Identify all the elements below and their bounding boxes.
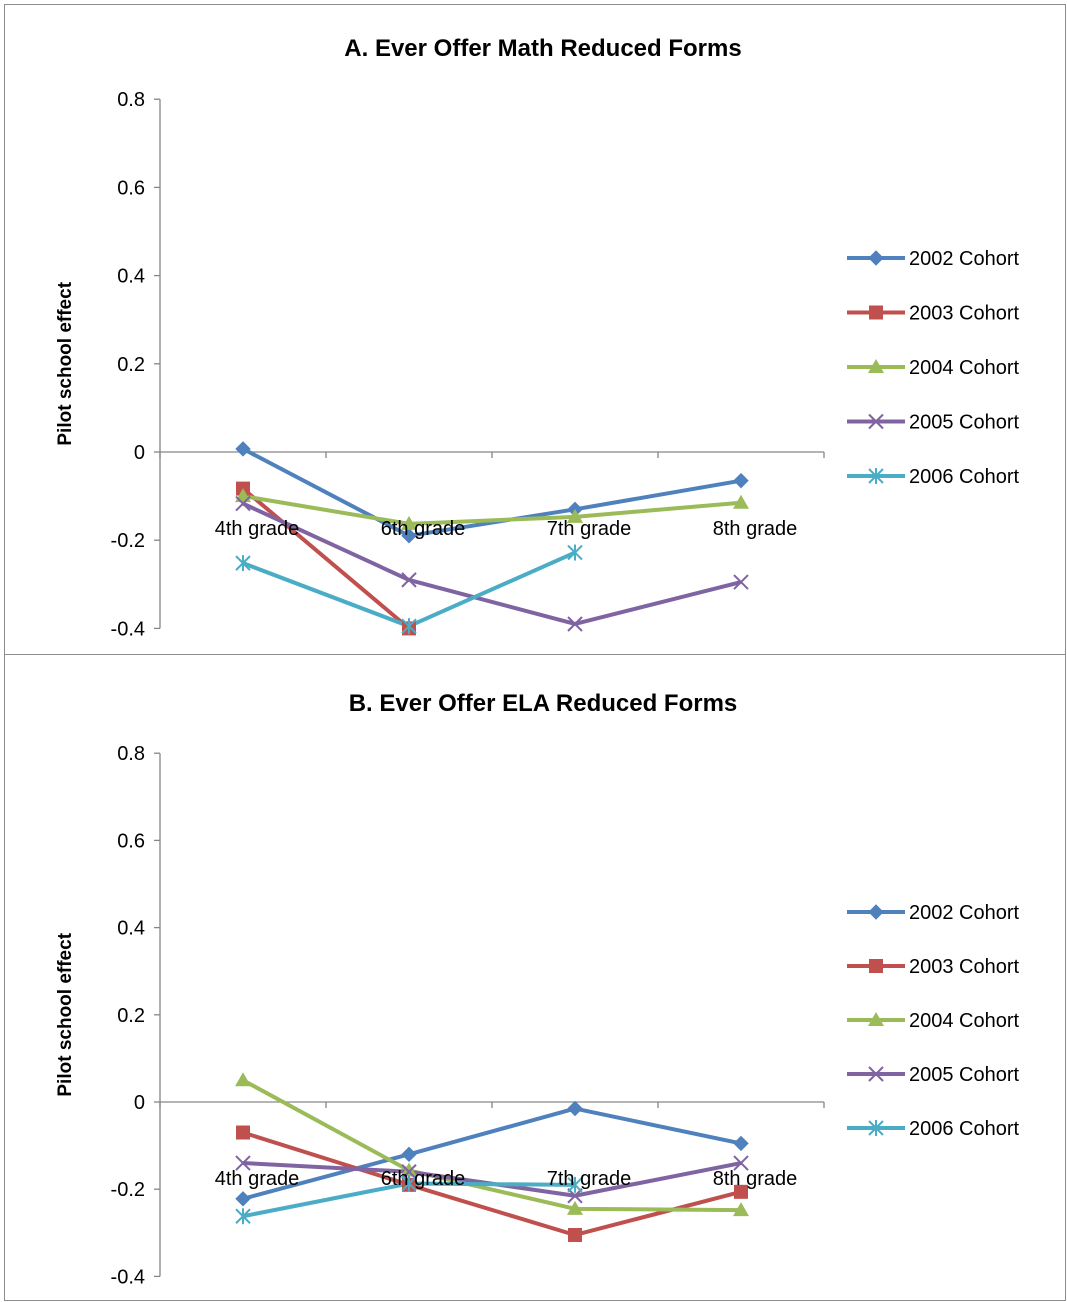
chart-b-point (733, 1202, 749, 1217)
chart-a-point (401, 528, 417, 544)
chart-b-y-tick-label: 0.2 (117, 1005, 145, 1027)
chart-b-y-tick-label: -0.2 (111, 1179, 145, 1201)
chart-b-point (567, 1100, 583, 1117)
chart-a-series-line-3 (242, 501, 742, 626)
chart-a-legend-label: 2002 Cohort (909, 248, 1020, 270)
chart-a-title: A. Ever Offer Math Reduced Forms (344, 35, 741, 62)
chart-b-point (235, 1191, 251, 1207)
chart-b-point (401, 1146, 417, 1163)
chart-b-point (733, 1135, 749, 1152)
chart-a-y-tick-label: 0.4 (117, 266, 145, 288)
chart-b-point (568, 1227, 582, 1242)
chart-b-legend-marker (868, 1012, 884, 1026)
chart-a-point (567, 544, 583, 561)
chart-a-legend-marker (868, 250, 884, 266)
chart-a-x-tick-label: 7th grade (547, 518, 632, 540)
chart-b-x-tick-label: 7th grade (547, 1168, 632, 1190)
chart-b-series-line-0 (242, 1106, 742, 1201)
chart-b-legend-label: 2005 Cohort (909, 1064, 1020, 1086)
chart-b-legend-marker (869, 959, 883, 973)
chart-b-title: B. Ever Offer ELA Reduced Forms (349, 690, 738, 717)
chart-b-legend-label: 2003 Cohort (909, 956, 1020, 978)
chart-b-x-tick-label: 4th grade (215, 1168, 300, 1190)
chart-a-series-line-1 (241, 487, 411, 630)
chart-a-series-line-2 (242, 494, 742, 526)
chart-a-legend-marker (869, 305, 883, 320)
chart-b-y-tick-label: 0.6 (117, 830, 145, 852)
chart-b-series-line-2 (242, 1078, 742, 1213)
chart-b-point (235, 1155, 251, 1171)
chart-b-series-line-1 (242, 1130, 742, 1237)
chart-b-legend-marker (868, 1120, 884, 1136)
chart-b-point (235, 1072, 251, 1087)
chart-a-point (401, 618, 417, 635)
chart-b-point (734, 1184, 748, 1199)
chart-b: B. Ever Offer ELA Reduced Forms Pilot sch… (55, 690, 1020, 1288)
chart-a-point (401, 572, 417, 588)
chart-a-legend: 2002 Cohort 2003 Cohort 2004 Cohort 2005 Co… (847, 248, 1020, 488)
chart-b-legend-marker (868, 1066, 884, 1082)
chart-a-y-tick-label: -0.4 (111, 618, 145, 640)
chart-b-legend: 2002 Cohort 2003 Cohort 2004 Cohort 2005 Co… (847, 902, 1020, 1140)
chart-a-y-tick-label: 0.8 (117, 89, 145, 111)
chart-b-point (733, 1155, 749, 1171)
chart-a-legend-marker (868, 468, 884, 484)
chart-b-point (401, 1164, 417, 1180)
chart-a-point (235, 555, 251, 572)
chart-a-y-tick-label: -0.2 (111, 530, 145, 552)
chart-b-point (567, 1176, 583, 1193)
chart-a-series-line-0 (242, 447, 742, 538)
chart-a-legend-marker (868, 413, 884, 430)
chart-b-y-axis-label: Pilot school effect (55, 932, 76, 1096)
chart-b-point (567, 1188, 583, 1204)
chart-a-point (733, 574, 749, 590)
chart-a-y-tick-label: 0 (134, 442, 145, 464)
chart-a-series-group (235, 441, 749, 636)
chart-b-y-tick-label: 0.4 (117, 918, 145, 940)
chart-a-x-tick-label: 4th grade (215, 518, 300, 540)
chart-a-series-line-4 (242, 550, 576, 629)
chart-b-point (235, 1208, 251, 1225)
chart-a-point (235, 495, 251, 512)
chart-a-point (567, 508, 583, 523)
chart-a-point (567, 616, 583, 632)
chart-b-legend-label: 2004 Cohort (909, 1010, 1020, 1032)
chart-b-point (401, 1175, 417, 1192)
chart-a-legend-label: 2005 Cohort (909, 412, 1020, 434)
chart-a: A. Ever Offer Math Reduced Forms Pilot sc… (55, 35, 1020, 640)
chart-a-point (235, 441, 251, 457)
chart-b-point (401, 1162, 417, 1177)
chart-panel-a: A. Ever Offer Math Reduced Forms Pilot sc… (4, 4, 1066, 655)
chart-b-y-tick-label: 0.8 (117, 743, 145, 765)
chart-b-y-tick-label: -0.4 (111, 1266, 145, 1288)
chart-b-point (236, 1125, 250, 1140)
chart-a-y-tick-label: 0.2 (117, 354, 145, 376)
chart-a-y-axis-label: Pilot school effect (55, 281, 76, 445)
chart-a-y-tick-label: 0.6 (117, 177, 145, 199)
chart-a-x-tick-label: 8th grade (713, 518, 798, 540)
chart-a-legend-label: 2006 Cohort (909, 466, 1020, 488)
chart-a-x-tick-label: 6th grade (381, 518, 466, 540)
chart-a-point (401, 515, 417, 530)
chart-a-legend-label: 2003 Cohort (909, 303, 1020, 325)
chart-a-point (733, 472, 749, 489)
chart-b-series-group (235, 1072, 749, 1242)
chart-b-x-tick-label: 8th grade (713, 1168, 798, 1190)
chart-b-legend-label: 2006 Cohort (909, 1118, 1020, 1140)
chart-a-legend-marker (868, 359, 884, 373)
chart-b-legend-label: 2002 Cohort (909, 902, 1020, 924)
chart-b-x-tick-label: 6th grade (381, 1168, 466, 1190)
chart-b-legend-marker (868, 904, 884, 920)
chart-panel-b: B. Ever Offer ELA Reduced Forms Pilot sch… (4, 654, 1066, 1301)
chart-a-legend-label: 2004 Cohort (909, 357, 1020, 379)
chart-b-point (567, 1200, 583, 1215)
chart-a-point (733, 494, 749, 509)
chart-b-y-tick-label: 0 (134, 1092, 145, 1114)
